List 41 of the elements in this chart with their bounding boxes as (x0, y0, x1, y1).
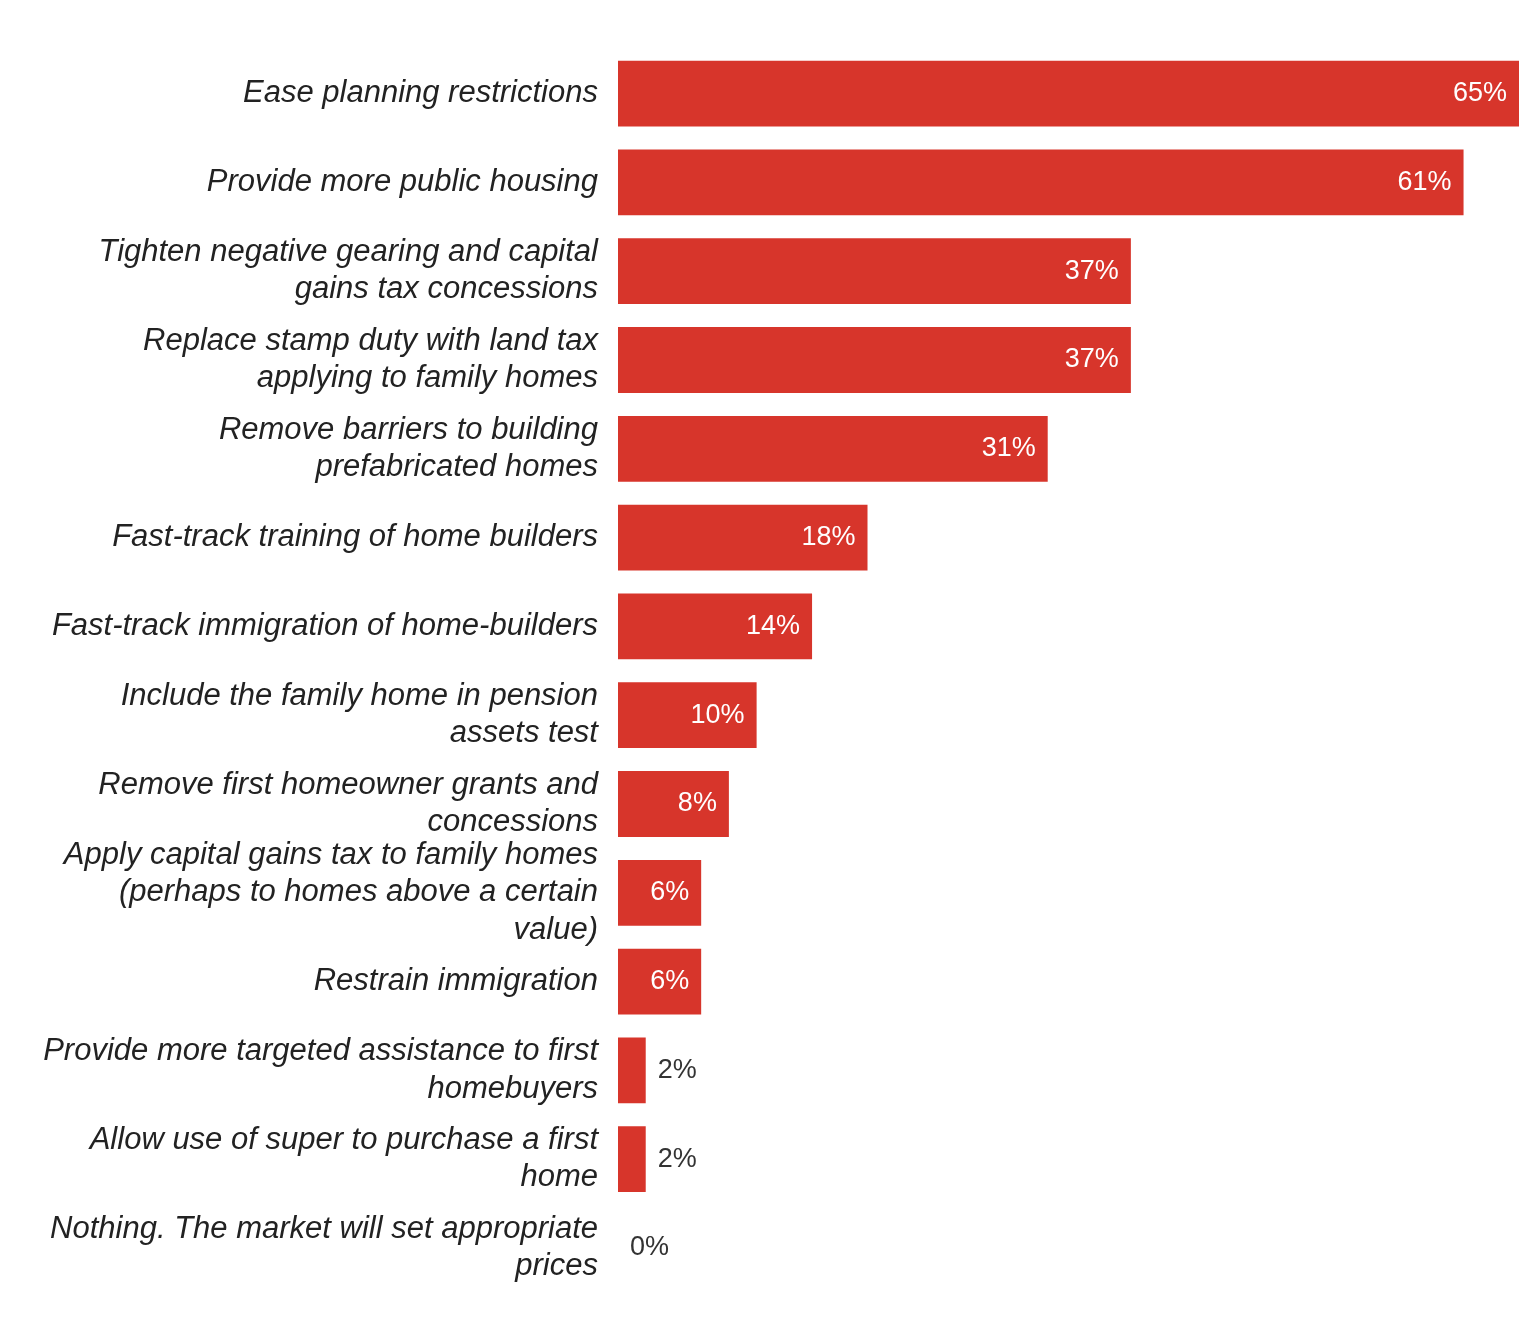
data-label: 6% (650, 965, 690, 996)
y-tick-label: Fast-track immigration of home-builders (51, 607, 598, 643)
data-label: 65% (1452, 77, 1507, 108)
y-tick-label: Replace stamp duty with land tax applying to family homes (143, 322, 600, 395)
y-tick-label: Allow use of super to purchase a first home (87, 1121, 600, 1194)
bar (618, 238, 1131, 305)
bar (618, 327, 1131, 393)
bar (618, 859, 702, 926)
data-label: 6% (650, 876, 690, 907)
y-tick-label: Provide more public housing (206, 163, 598, 199)
bar (618, 948, 702, 1015)
y-tick-label: Remove first homeowner grants and concessions (98, 766, 600, 839)
bar (618, 60, 1519, 127)
data-label: 31% (981, 432, 1036, 463)
data-label: 10% (690, 698, 745, 729)
y-tick-label: Ease planning restrictions (243, 74, 598, 110)
data-label: 37% (1064, 343, 1119, 374)
data-label: 2% (657, 1142, 697, 1173)
data-label: 18% (801, 521, 856, 552)
bar (618, 504, 868, 571)
y-tick-label: Apply capital gains tax to family homes (perhaps to homes above a certain value) (61, 836, 598, 946)
data-label: 61% (1397, 165, 1452, 196)
data-label: 37% (1064, 254, 1119, 285)
bar (618, 771, 729, 837)
y-tick-label: Provide more targeted assistance to first homebuyers (43, 1032, 600, 1105)
data-label: 0% (630, 1231, 670, 1262)
bar (618, 1126, 646, 1193)
y-tick-label: Tighten negative gearing and capital gains tax concessions (98, 233, 600, 306)
y-tick-label: Fast-track training of home builders (112, 518, 598, 554)
data-label: 14% (746, 609, 801, 640)
bar (618, 1037, 646, 1104)
y-tick-label: Restrain immigration (313, 962, 598, 998)
bar (618, 593, 813, 660)
y-tick-label: Include the family home in pension assets test (120, 677, 600, 750)
y-tick-label: Nothing. The market will set appropriate prices (50, 1210, 598, 1283)
bar (618, 149, 1464, 216)
bar (618, 682, 757, 749)
data-label: 2% (657, 1053, 697, 1084)
data-label: 8% (677, 787, 717, 818)
y-tick-label: Remove barriers to building prefabricated homes (218, 410, 598, 484)
bar (618, 415, 1048, 482)
